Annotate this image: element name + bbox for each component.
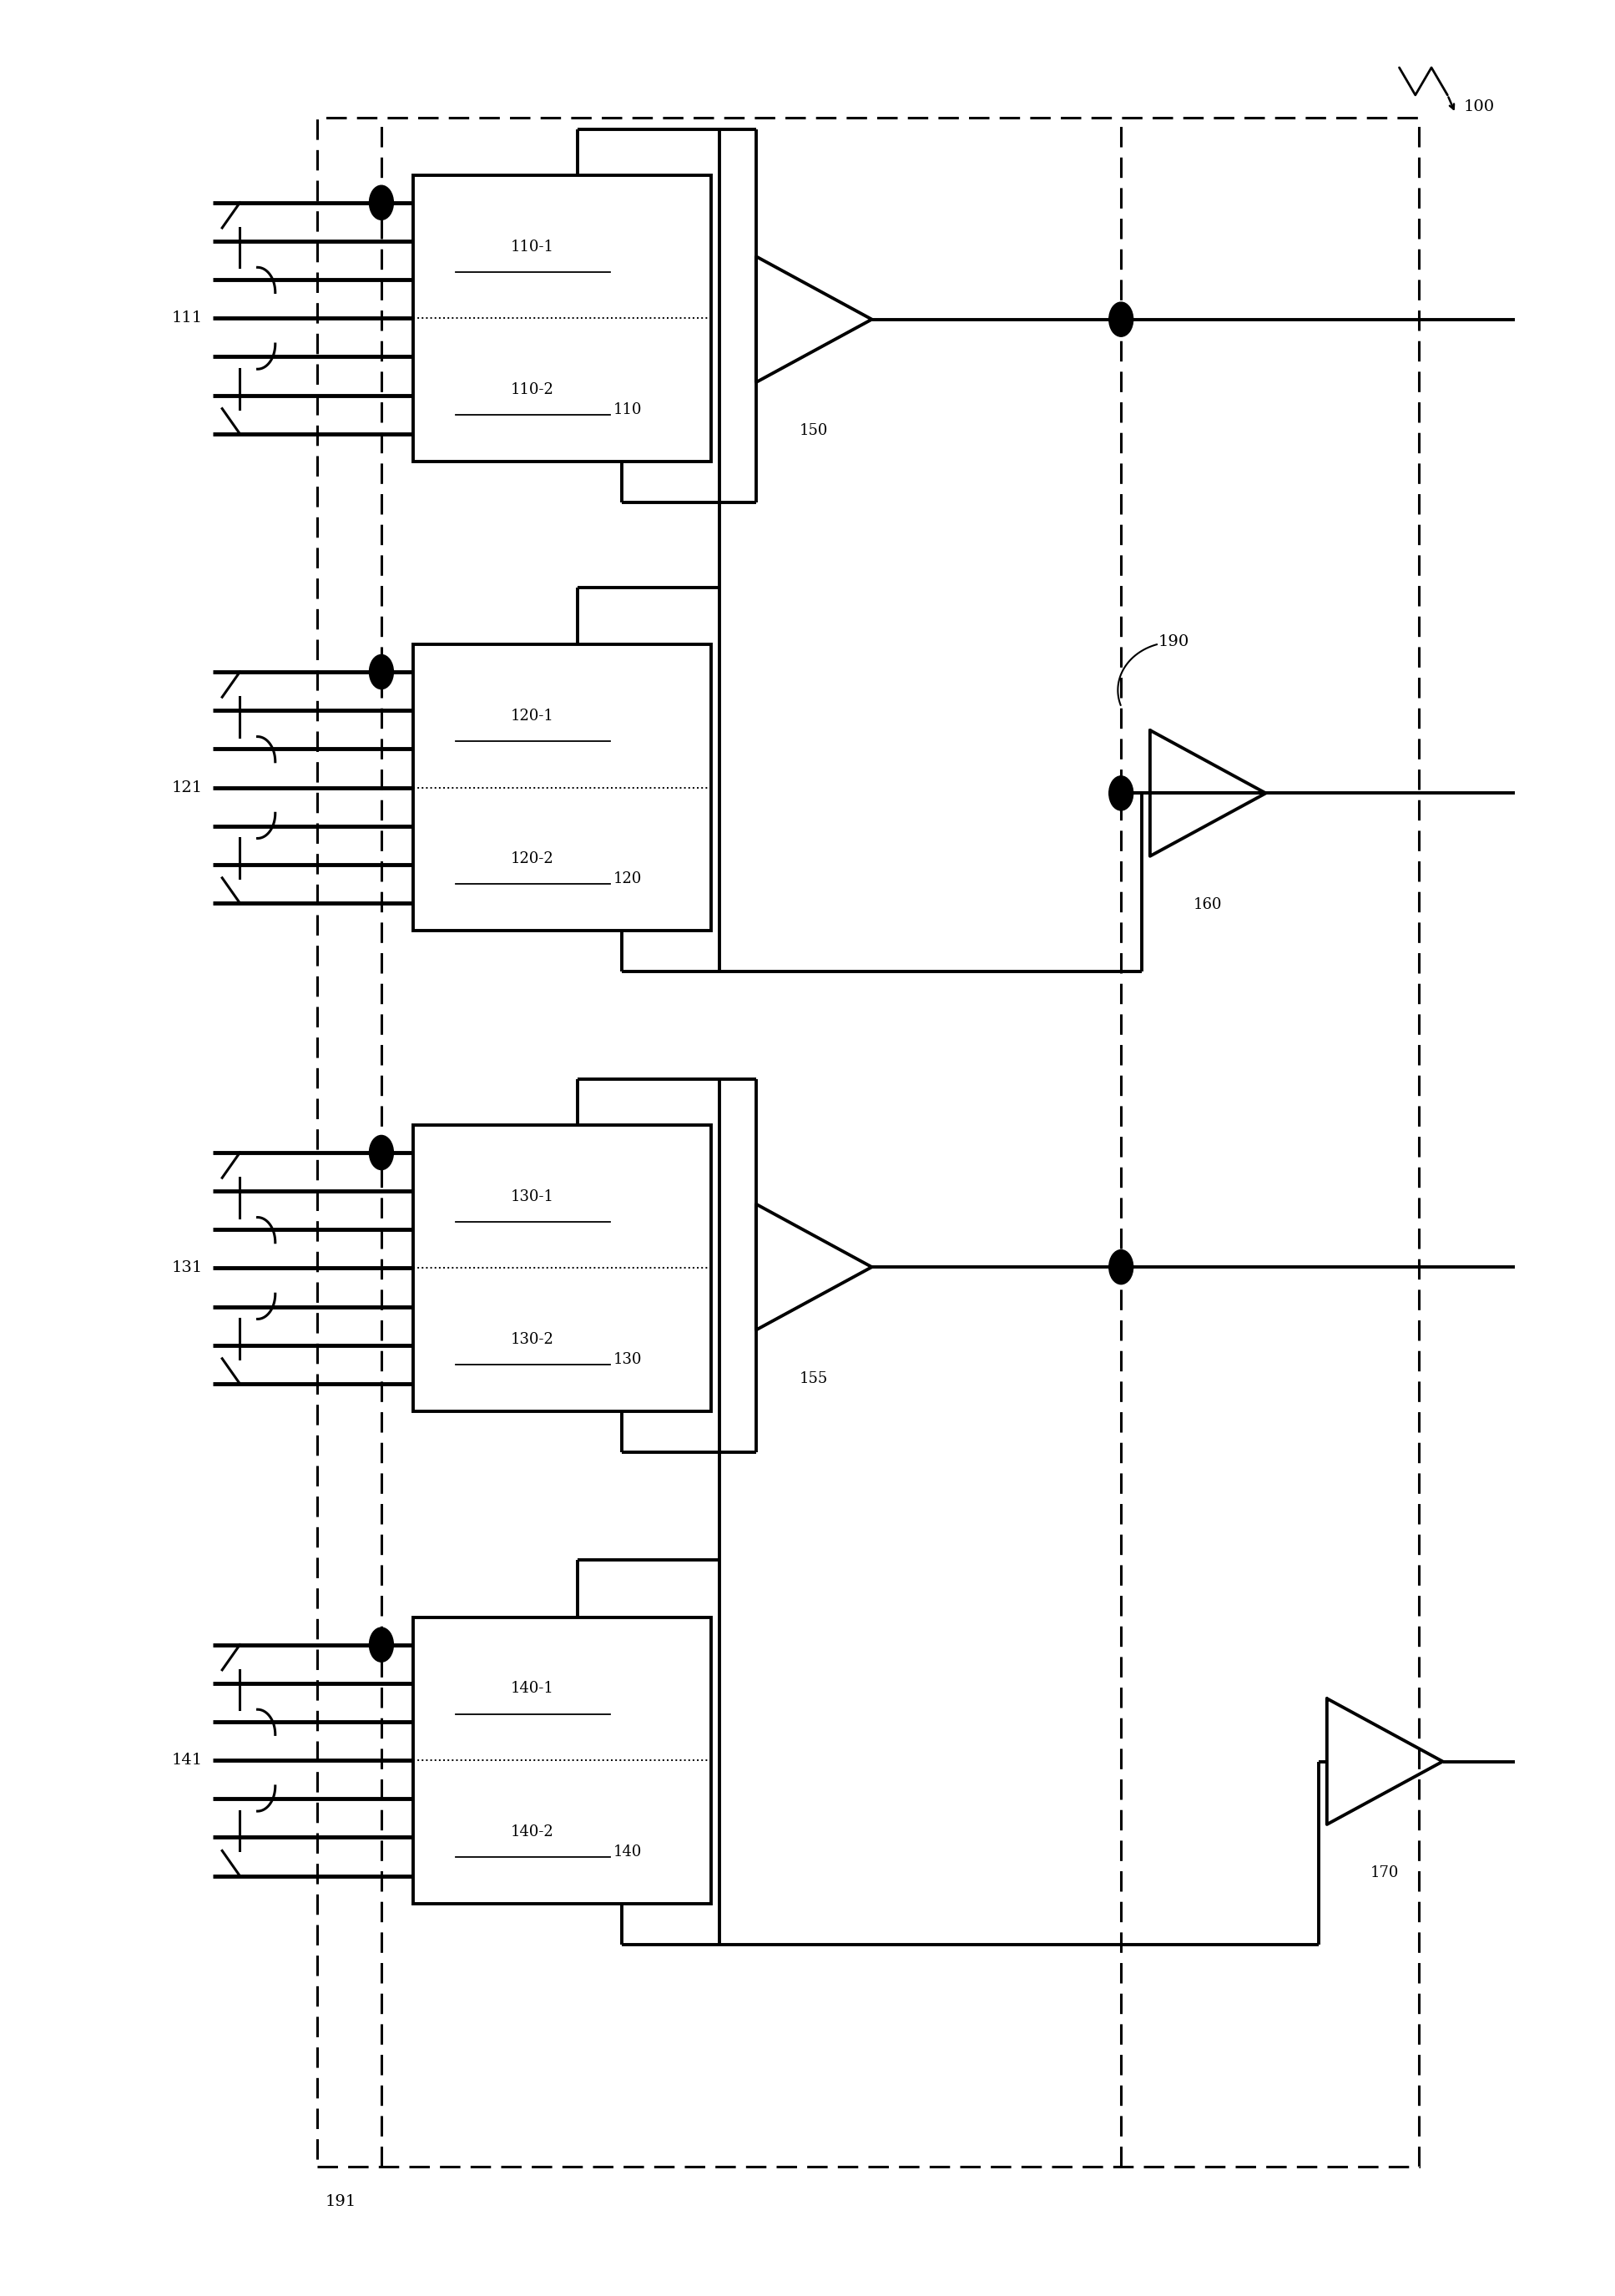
Text: 111: 111 (171, 310, 203, 326)
Bar (413, 1125, 711, 1412)
Text: 150: 150 (799, 422, 828, 439)
Bar (413, 174, 711, 461)
Circle shape (1110, 776, 1134, 810)
Circle shape (370, 1137, 394, 1169)
Text: 110: 110 (614, 402, 643, 418)
Text: 110-1: 110-1 (510, 239, 554, 255)
Text: 120-2: 120-2 (510, 852, 554, 866)
Circle shape (370, 186, 394, 220)
Text: 140-1: 140-1 (510, 1681, 554, 1697)
Bar (317, 117, 1418, 2167)
Text: 141: 141 (171, 1752, 203, 1768)
Text: 130-1: 130-1 (510, 1189, 554, 1203)
Bar (413, 1616, 711, 1903)
Text: 120-1: 120-1 (510, 709, 554, 723)
Circle shape (1110, 1249, 1134, 1283)
Circle shape (370, 654, 394, 689)
Text: 191: 191 (325, 2195, 357, 2209)
Text: 130-2: 130-2 (510, 1332, 554, 1348)
Text: 121: 121 (171, 781, 203, 794)
Text: 130: 130 (614, 1352, 643, 1366)
Circle shape (1110, 303, 1134, 338)
Text: 110-2: 110-2 (510, 381, 554, 397)
Bar (413, 645, 711, 930)
Text: 100: 100 (1463, 99, 1494, 115)
Text: 155: 155 (799, 1371, 828, 1387)
Text: 131: 131 (171, 1261, 203, 1277)
Text: 140-2: 140-2 (510, 1825, 554, 1839)
Text: 170: 170 (1371, 1867, 1399, 1880)
Text: 160: 160 (1193, 898, 1223, 912)
Text: 140: 140 (614, 1844, 643, 1860)
Circle shape (370, 1628, 394, 1662)
Text: 190: 190 (1158, 634, 1189, 650)
Text: 120: 120 (614, 872, 643, 886)
